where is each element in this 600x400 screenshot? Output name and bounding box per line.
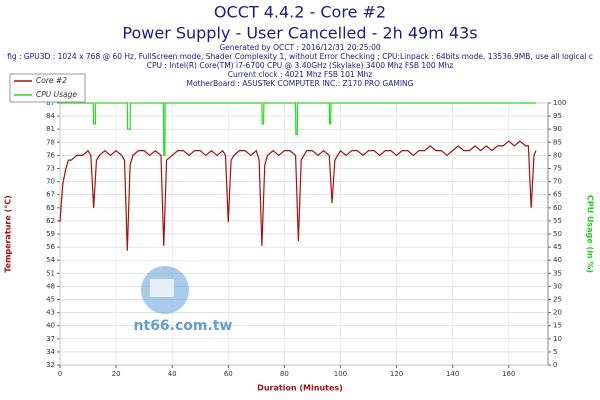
y2-tick-label: 40 — [553, 256, 562, 264]
y-tick-label: 81 — [46, 125, 55, 133]
x-tick-label: 20 — [112, 370, 121, 378]
y-axis-label: Temperature (°C) — [4, 195, 13, 273]
y-tick-label: 70 — [46, 178, 55, 186]
y-tick-label: 87 — [46, 99, 55, 107]
x-tick-label: 100 — [334, 370, 347, 378]
y-tick-label: 45 — [46, 296, 55, 304]
y-tick-label: 34 — [46, 348, 55, 356]
x-tick-label: 40 — [168, 370, 177, 378]
y-tick-label: 37 — [46, 335, 55, 343]
y-tick-label: 67 — [46, 191, 55, 199]
y2-tick-label: 5 — [553, 348, 557, 356]
y-tick-label: 65 — [46, 204, 55, 212]
x-tick-label: 0 — [58, 370, 62, 378]
chart-title: OCCT 4.4.2 - Core #2 — [214, 3, 386, 22]
y-tick-label: 73 — [46, 165, 55, 173]
y-tick-label: 78 — [46, 138, 55, 146]
x-tick-label: 60 — [224, 370, 233, 378]
x-tick-label: 120 — [390, 370, 403, 378]
y2-tick-label: 60 — [553, 204, 562, 212]
chart-subtitle: Power Supply - User Cancelled - 2h 49m 4… — [122, 24, 477, 43]
info-line: Current clock : 4021 Mhz FSB 101 Mhz — [228, 70, 373, 79]
y-tick-label: 54 — [46, 256, 55, 264]
info-line: MotherBoard : ASUSTeK COMPUTER INC.: Z17… — [187, 79, 414, 88]
watermark-screen — [150, 279, 174, 297]
y2-tick-label: 45 — [553, 243, 562, 251]
y2-tick-label: 85 — [553, 138, 562, 146]
info-line: Generated by OCCT : 2016/12/31 20:25:00 — [219, 43, 381, 52]
y-tick-label: 59 — [46, 230, 55, 238]
y2-tick-label: 75 — [553, 165, 562, 173]
y2-tick-label: 95 — [553, 112, 562, 120]
y-tick-label: 51 — [46, 269, 55, 277]
legend-box — [9, 73, 86, 103]
legend-label: CPU Usage — [36, 90, 77, 99]
y-tick-label: 32 — [46, 361, 55, 369]
y2-tick-label: 100 — [553, 99, 566, 107]
info-line: fig : GPU3D : 1024 x 768 @ 60 Hz, FullSc… — [7, 52, 593, 61]
y-tick-label: 62 — [46, 217, 55, 225]
y2-tick-label: 30 — [553, 282, 562, 290]
y2-tick-label: 0 — [553, 361, 557, 369]
y2-tick-label: 55 — [553, 217, 562, 225]
x-tick-label: 80 — [280, 370, 289, 378]
y-tick-label: 40 — [46, 322, 55, 330]
y2-tick-label: 50 — [553, 230, 562, 238]
y2-tick-label: 65 — [553, 191, 562, 199]
x-axis-label: Duration (Minutes) — [257, 384, 343, 393]
series-line — [59, 140, 537, 251]
y2-tick-label: 20 — [553, 309, 562, 317]
y2-tick-label: 25 — [553, 296, 562, 304]
y2-axis-label: CPU Usage (in %) — [586, 195, 595, 273]
y-tick-label: 48 — [46, 282, 55, 290]
y2-tick-label: 90 — [553, 125, 562, 133]
y2-tick-label: 10 — [553, 335, 562, 343]
y2-tick-label: 35 — [553, 269, 562, 277]
watermark: nt66.com.tw — [134, 318, 233, 334]
y-tick-label: 43 — [46, 309, 55, 317]
info-line: CPU : Intel(R) Core(TM) i7-6700 CPU @ 3.… — [147, 61, 454, 70]
y-tick-label: 76 — [46, 151, 55, 159]
y-tick-label: 84 — [46, 112, 55, 120]
y-tick-label: 56 — [46, 243, 55, 251]
y2-tick-label: 70 — [553, 178, 562, 186]
x-tick-label: 140 — [446, 370, 459, 378]
legend-label: Core #2 — [36, 76, 67, 85]
series-line — [60, 102, 536, 156]
x-tick-label: 160 — [502, 370, 515, 378]
y2-tick-label: 80 — [553, 151, 562, 159]
y2-tick-label: 15 — [553, 322, 562, 330]
